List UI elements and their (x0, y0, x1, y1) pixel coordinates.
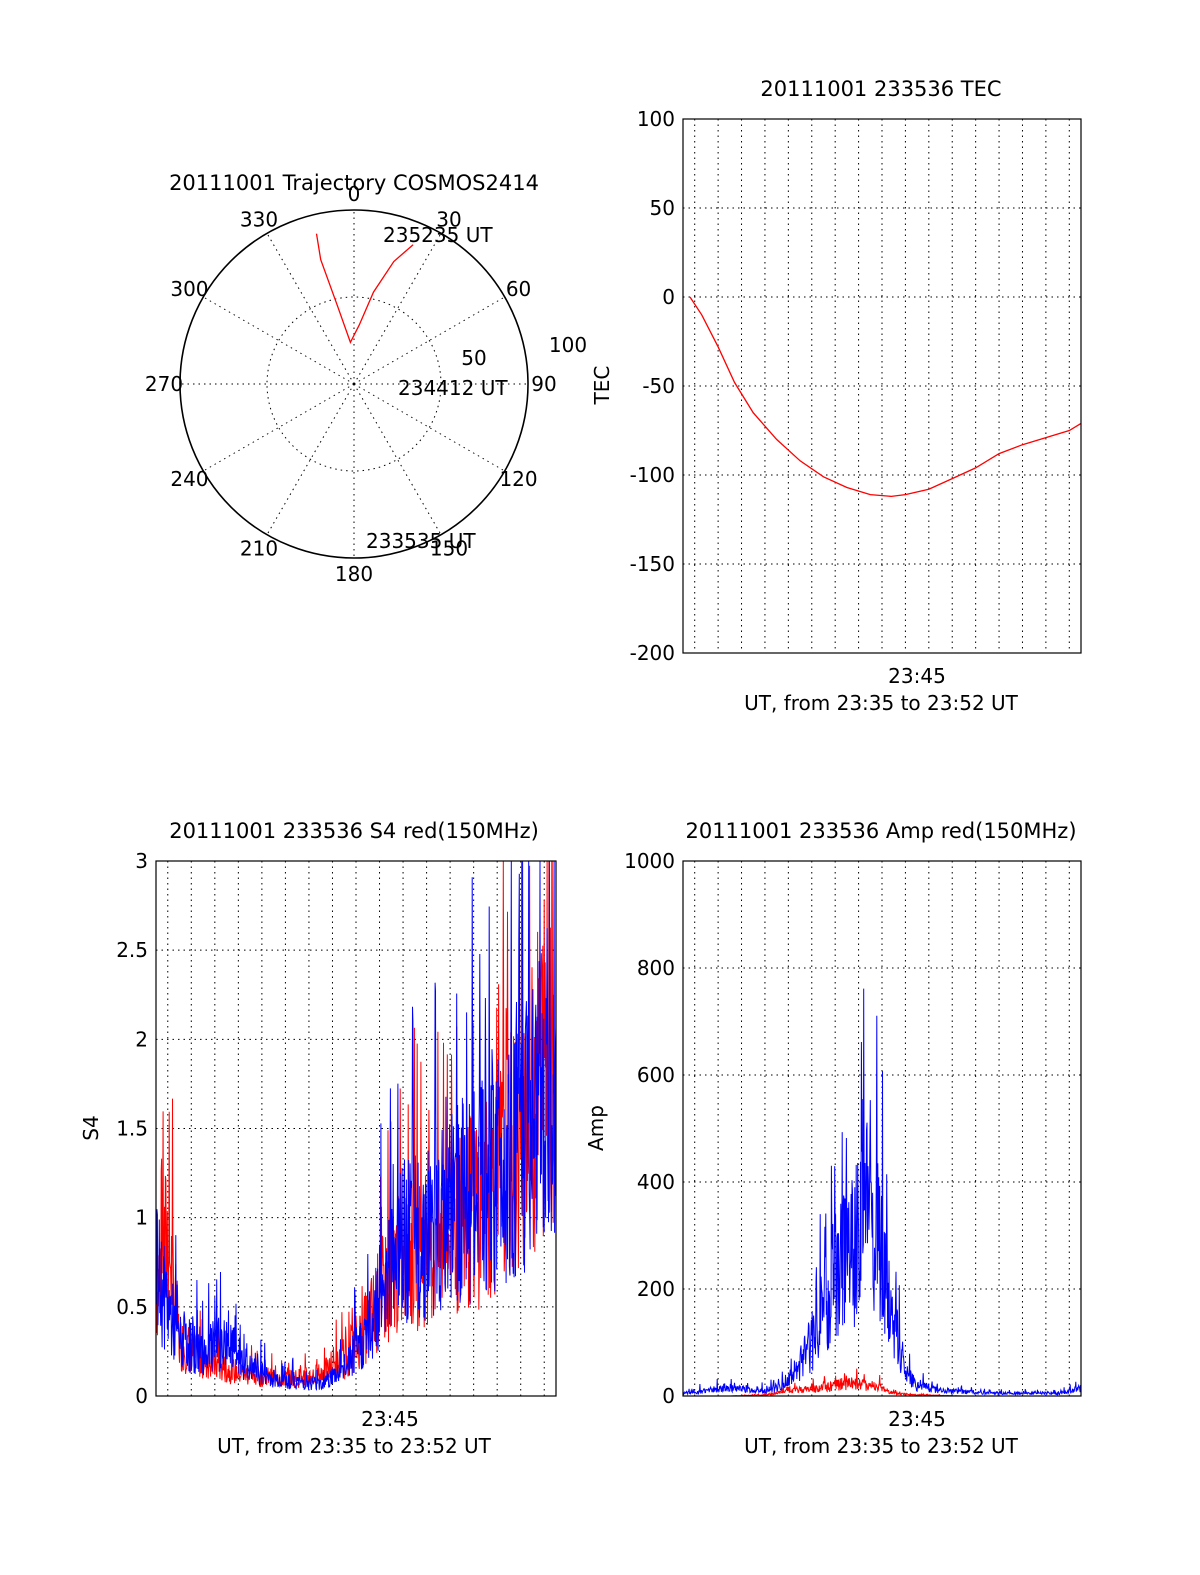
amp-ylabel: Amp (584, 1105, 608, 1151)
polar-spoke (353, 383, 442, 535)
y-tick-label: 0 (662, 285, 675, 309)
polar-angle-label: 60 (506, 277, 531, 301)
y-tick-label: 3 (135, 849, 148, 873)
polar-annotation-mid: 234412 UT (398, 376, 508, 400)
y-tick-label: 1.5 (116, 1117, 148, 1141)
s4-xtick: 23:45 (361, 1407, 419, 1431)
plot-frame (155, 860, 557, 1397)
tec-panel: 20111001 233536 TEC UT, from 23:35 to 23… (590, 77, 1082, 715)
polar-spoke (353, 383, 505, 472)
polar-spoke (266, 233, 355, 385)
polar-spoke (266, 383, 355, 535)
y-tick-label: 800 (637, 956, 675, 980)
polar-trajectory-panel: 20111001 Trajectory COSMOS2414 0 30 60 90 12… (145, 171, 587, 586)
y-tick-label: 600 (637, 1063, 675, 1087)
s4-xlabel: UT, from 23:35 to 23:52 UT (217, 1434, 492, 1458)
y-tick-label: 100 (637, 107, 675, 131)
polar-spoke (203, 383, 355, 472)
polar-spoke (203, 296, 355, 385)
polar-angle-label: 150 (430, 537, 468, 561)
y-tick-label: 400 (637, 1170, 675, 1194)
y-tick-label: 0 (135, 1384, 148, 1408)
y-tick-label: 0.5 (116, 1295, 148, 1319)
polar-radius-label: 100 (549, 333, 587, 357)
tec-ylabel: TEC (590, 366, 614, 406)
polar-angle-label: 0 (348, 182, 361, 206)
y-tick-label: -50 (642, 374, 675, 398)
polar-spoke (353, 233, 442, 385)
y-tick-label: 50 (650, 196, 675, 220)
y-tick-label: 200 (637, 1277, 675, 1301)
amp-title: 20111001 233536 Amp red(150MHz) (685, 819, 1076, 843)
polar-title: 20111001 Trajectory COSMOS2414 (169, 171, 539, 195)
series-line-1 (683, 988, 1082, 1397)
polar-outer-ring (179, 209, 529, 559)
y-tick-label: -100 (630, 463, 675, 487)
y-tick-label: 0 (662, 1384, 675, 1408)
plot-frame (682, 118, 1082, 654)
polar-annotation-end: 235235 UT (383, 223, 493, 247)
amp-panel: 20111001 233536 Amp red(150MHz) UT, from… (584, 819, 1082, 1458)
y-tick-label: 1000 (624, 849, 675, 873)
polar-spoke (353, 296, 505, 385)
series-line-1 (155, 860, 557, 1392)
amp-xlabel: UT, from 23:35 to 23:52 UT (744, 1434, 1019, 1458)
series-line-0 (155, 860, 557, 1388)
polar-trajectory-line (315, 233, 414, 345)
polar-radius-label: 50 (461, 346, 486, 370)
polar-angle-label: 300 (170, 277, 208, 301)
polar-angle-label: 330 (240, 207, 278, 231)
y-tick-label: 2.5 (116, 938, 148, 962)
series-line-0 (689, 296, 1082, 498)
polar-angle-label: 270 (145, 372, 183, 396)
polar-angle-label: 120 (499, 467, 537, 491)
amp-xtick: 23:45 (888, 1407, 946, 1431)
polar-angle-label: 180 (335, 562, 373, 586)
plot-frame (682, 860, 1082, 1397)
y-tick-label: -200 (630, 641, 675, 665)
polar-angle-label: 90 (531, 372, 556, 396)
polar-grid-ring (266, 296, 442, 472)
tec-xlabel: UT, from 23:35 to 23:52 UT (744, 691, 1019, 715)
y-tick-label: 1 (135, 1206, 148, 1230)
polar-annotation-start: 233535 UT (366, 529, 476, 553)
s4-title: 20111001 233536 S4 red(150MHz) (169, 819, 539, 843)
polar-angle-label: 30 (436, 207, 461, 231)
s4-ylabel: S4 (79, 1115, 103, 1140)
y-tick-label: 2 (135, 1027, 148, 1051)
y-tick-label: -150 (630, 552, 675, 576)
tec-xtick: 23:45 (888, 664, 946, 688)
s4-panel: 20111001 233536 S4 red(150MHz) UT, from … (79, 819, 557, 1458)
polar-angle-label: 240 (170, 467, 208, 491)
tec-title: 20111001 233536 TEC (760, 77, 1001, 101)
polar-angle-label: 210 (240, 537, 278, 561)
